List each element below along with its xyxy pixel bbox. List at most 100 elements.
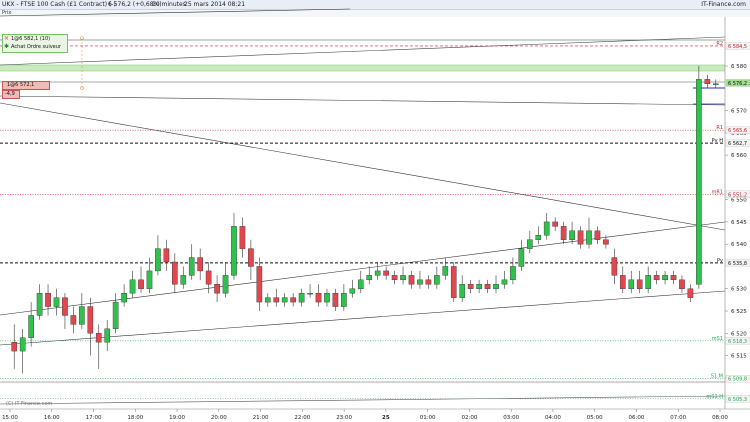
candle-down: [467, 284, 474, 289]
candle-up: [121, 292, 127, 303]
level-price-tag: [725, 395, 750, 403]
chart-title-bar: UKX - FTSE 100 Cash (£1 Contract) (-) 6 …: [0, 0, 750, 10]
y-tick-label: 6 530: [731, 287, 747, 293]
candle-down: [70, 315, 77, 325]
x-tick-label: 23:00: [336, 415, 352, 421]
y-tick-label: 6 570: [731, 109, 747, 115]
x-tick-label: 05:00: [587, 415, 603, 421]
prix-label: Prix: [2, 10, 12, 16]
candle-up: [493, 284, 499, 289]
chart-datetime: 25 mars 2014 08:21: [184, 1, 246, 8]
candle-down: [670, 275, 677, 281]
y-tick-label: 6 520: [731, 331, 747, 337]
candle-up: [155, 248, 161, 272]
candle-down: [679, 279, 685, 289]
order-third-box: -4,9: [2, 90, 20, 99]
trendlines: [0, 8, 726, 405]
candle-up: [712, 83, 719, 86]
level-label: R2: [716, 41, 723, 47]
x-tick-label: 16:00: [44, 415, 60, 421]
level-value: 6 535,8: [728, 261, 747, 267]
close-icon[interactable]: ×: [4, 35, 10, 42]
level-label: R1: [716, 125, 723, 131]
x-tick-label: 01:00: [420, 415, 436, 421]
x-tick-label: 22:00: [294, 415, 310, 421]
brand-label: IT-Finance.com: [701, 1, 746, 8]
level-value: 6 565,6: [728, 128, 747, 134]
x-tick-label: 07:00: [670, 415, 686, 421]
level-price-tag: [725, 337, 750, 345]
candle-up: [104, 328, 111, 343]
candle-up: [129, 279, 136, 294]
candle-down: [239, 226, 246, 249]
level-price-tag: [725, 190, 750, 198]
y-tick-label: 6 545: [731, 220, 747, 226]
candle-up: [357, 279, 364, 289]
candle-down: [248, 248, 254, 267]
candle-down: [172, 261, 178, 285]
candle-down: [704, 79, 711, 85]
level-value: 6 584,5: [728, 44, 747, 50]
level-price-tag: [725, 259, 750, 267]
candle-up: [569, 230, 575, 240]
candle-up: [543, 221, 550, 236]
x-tick-label: 03:00: [503, 415, 519, 421]
level-price-tag: [725, 42, 750, 50]
order-second-box[interactable]: 1@6 572,1: [2, 81, 50, 90]
chart-symbol: UKX - FTSE 100 Cash (£1 Contract) (-): [2, 1, 116, 8]
candle-up: [307, 292, 313, 295]
x-tick-label: 02:00: [461, 415, 477, 421]
candle-up: [442, 266, 449, 276]
level-price-tag: [725, 375, 750, 383]
candle-up: [366, 275, 373, 281]
candle-down: [383, 270, 389, 276]
candle-down: [552, 221, 558, 227]
candle-down: [450, 266, 457, 298]
level-value: 6 551,2: [728, 192, 747, 198]
candle-down: [408, 275, 415, 285]
x-tick-label: 06:00: [629, 415, 645, 421]
x-tick-label: 21:00: [253, 415, 269, 421]
candle-up: [188, 257, 195, 276]
candle-up: [112, 301, 119, 330]
candle-down: [653, 275, 660, 281]
candle-up: [374, 270, 381, 276]
candle-down: [560, 226, 567, 240]
candle-down: [484, 284, 491, 289]
pivot-levels: [0, 45, 725, 400]
level-price-tag: [725, 139, 750, 147]
order-top-label: 1@6 582,1 (10): [11, 36, 51, 42]
candle-down: [391, 275, 398, 281]
candle-down: [619, 275, 626, 289]
chart-interval: 10 minutes: [152, 1, 186, 8]
candle-down: [45, 292, 51, 307]
candle-up: [53, 297, 60, 307]
y-tick-label: 6 550: [731, 198, 747, 204]
candle-up: [324, 292, 330, 303]
candle-up: [645, 275, 651, 289]
candle-down: [315, 292, 322, 303]
last-price-change: 6 576,2 (+0,68%): [108, 1, 162, 8]
level-label: mS1 H: [706, 394, 723, 400]
level-value: 6 509,8: [728, 377, 747, 383]
candle-up: [417, 279, 423, 285]
watermark: (C) IT-Finance.com: [6, 401, 52, 407]
order-box[interactable]: 1@6 582,1 (10) Achat Ordre suiveur × ✱: [2, 34, 68, 53]
plot-area: [0, 17, 725, 409]
level-label: Pv H: [712, 138, 724, 144]
star-icon: ✱: [4, 43, 10, 50]
candle-up: [535, 235, 542, 240]
y-axis: 6 580 6 570 6 565 6 560 6 550 6 545 6 540 6 530…: [725, 64, 747, 382]
candle-up: [501, 279, 508, 285]
x-tick-label: 08:00: [712, 415, 728, 421]
order-action-label[interactable]: Achat Ordre suiveur: [11, 44, 61, 50]
candle-up: [586, 230, 592, 245]
level-price-tag: [725, 126, 750, 134]
candle-down: [95, 333, 102, 343]
candle-down: [611, 257, 618, 276]
candle-down: [62, 297, 68, 316]
candle-up: [459, 284, 466, 298]
y-tick-label: 6 515: [731, 354, 747, 360]
